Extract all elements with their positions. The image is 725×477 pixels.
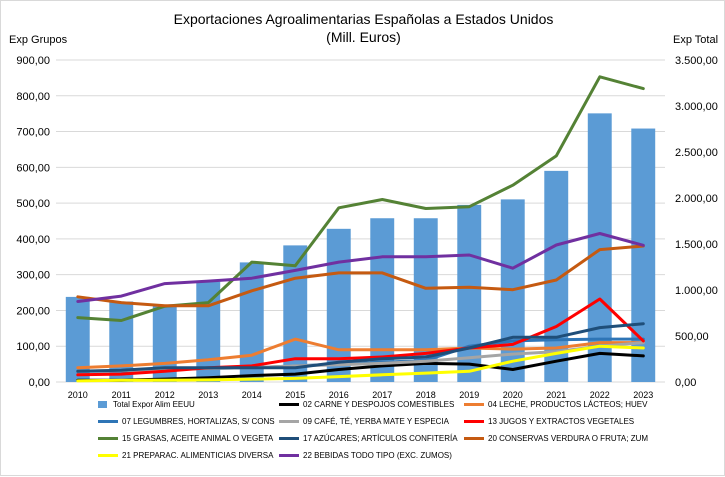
left-tick-label: 900,00 bbox=[16, 55, 50, 67]
legend-swatch-line bbox=[279, 419, 299, 423]
legend-label: 02 CARNE Y DESPOJOS COMESTIBLES bbox=[303, 399, 455, 409]
bar-total-2011 bbox=[109, 301, 134, 382]
legend-swatch-line bbox=[464, 402, 484, 406]
left-tick-label: 100,00 bbox=[16, 341, 50, 353]
legend-item: 20 CONSERVAS VERDURA O FRUTA; ZUM bbox=[464, 432, 648, 444]
left-axis-title: Exp Grupos bbox=[9, 34, 68, 46]
legend-label: 09 CAFÉ, TÉ, YERBA MATE Y ESPECIA bbox=[303, 416, 449, 426]
x-tick-label: 2019 bbox=[459, 390, 479, 400]
left-tick-label: 500,00 bbox=[16, 198, 50, 210]
legend-item: 09 CAFÉ, TÉ, YERBA MATE Y ESPECIA bbox=[279, 415, 449, 427]
legend-label: 22 BEBIDAS TODO TIPO (EXC. ZUMOS) bbox=[303, 450, 452, 460]
legend-label: Total Expor Alim EEUU bbox=[113, 399, 195, 409]
right-tick-label: 3.500,00 bbox=[675, 55, 718, 67]
legend-swatch-line bbox=[98, 436, 118, 440]
left-tick-label: 300,00 bbox=[16, 270, 50, 282]
x-tick-label: 2010 bbox=[68, 390, 88, 400]
legend-label: 15 GRASAS, ACEITE ANIMAL O VEGETA bbox=[122, 433, 274, 443]
right-tick-label: 3.000,00 bbox=[675, 101, 718, 113]
legend-item: 07 LEGUMBRES, HORTALIZAS, S/ CONS bbox=[98, 415, 275, 427]
legend-label: 20 CONSERVAS VERDURA O FRUTA; ZUM bbox=[488, 433, 649, 443]
x-tick-label: 2012 bbox=[155, 390, 175, 400]
legend-swatch-line bbox=[464, 419, 484, 423]
right-tick-label: 1.500,00 bbox=[675, 239, 718, 251]
left-tick-label: 600,00 bbox=[16, 162, 50, 174]
legend-label: 17 AZÚCARES; ARTÍCULOS CONFITERÍA bbox=[303, 433, 458, 443]
line-series-2 bbox=[76, 337, 645, 370]
x-tick-label: 2020 bbox=[503, 390, 523, 400]
bar-total-2017 bbox=[370, 218, 395, 382]
x-tick-label: 2014 bbox=[242, 390, 262, 400]
bar-total-2019 bbox=[457, 204, 482, 382]
right-tick-label: 2.500,00 bbox=[675, 147, 718, 159]
legend-item: 13 JUGOS Y EXTRACTOS VEGETALES bbox=[464, 415, 634, 427]
legend-swatch-line bbox=[279, 402, 299, 406]
line-series-9 bbox=[76, 344, 645, 383]
right-axis-title: Exp Total bbox=[673, 34, 719, 46]
right-tick-label: 500,00 bbox=[675, 331, 709, 343]
legend-item: 22 BEBIDAS TODO TIPO (EXC. ZUMOS) bbox=[279, 449, 452, 461]
legend-swatch-bar bbox=[98, 400, 107, 408]
left-tick-label: 700,00 bbox=[16, 127, 50, 139]
legend-swatch-line bbox=[98, 419, 118, 423]
legend-swatch-line bbox=[98, 453, 118, 457]
x-tick-label: 2015 bbox=[285, 390, 305, 400]
x-tick-label: 2011 bbox=[112, 390, 131, 400]
x-tick-label: 2023 bbox=[633, 390, 653, 400]
legend-label: 21 PREPARAC. ALIMENTICIAS DIVERSA bbox=[122, 450, 274, 460]
right-tick-label: 2.000,00 bbox=[675, 193, 718, 205]
bar-total-2022 bbox=[587, 113, 612, 383]
x-tick-label: 2021 bbox=[546, 390, 566, 400]
line-series-8 bbox=[76, 244, 645, 308]
legend-swatch-line bbox=[279, 453, 299, 457]
left-tick-label: 0,00 bbox=[29, 377, 50, 389]
line-series-10 bbox=[76, 232, 645, 303]
left-tick-label: 800,00 bbox=[16, 91, 50, 103]
bar-total-2018 bbox=[413, 218, 438, 382]
left-tick-label: 400,00 bbox=[16, 234, 50, 246]
legend-item: Total Expor Alim EEUU bbox=[98, 398, 195, 410]
x-tick-label: 2013 bbox=[198, 390, 218, 400]
legend-item: 04 LECHE, PRODUCTOS LÁCTEOS; HUEV bbox=[464, 398, 647, 410]
legend-swatch-line bbox=[464, 436, 484, 440]
x-tick-label: 2017 bbox=[372, 390, 392, 400]
right-tick-label: 0,00 bbox=[675, 377, 696, 389]
chart-subtitle: (Mill. Euros) bbox=[326, 29, 401, 45]
line-series-7 bbox=[76, 322, 645, 373]
legend-swatch-line bbox=[279, 436, 299, 440]
x-tick-label: 2016 bbox=[329, 390, 349, 400]
line-series-5 bbox=[76, 297, 645, 377]
legend-item: 21 PREPARAC. ALIMENTICIAS DIVERSA bbox=[98, 449, 273, 461]
left-tick-label: 200,00 bbox=[16, 305, 50, 317]
legend-item: 17 AZÚCARES; ARTÍCULOS CONFITERÍA bbox=[279, 432, 458, 444]
bar-total-2010 bbox=[65, 296, 90, 382]
chart-title: Exportaciones Agroalimentarias Españolas… bbox=[173, 11, 554, 27]
legend-item: 02 CARNE Y DESPOJOS COMESTIBLES bbox=[279, 398, 454, 410]
legend-item: 15 GRASAS, ACEITE ANIMAL O VEGETA bbox=[98, 432, 273, 444]
right-tick-label: 1.000,00 bbox=[675, 285, 718, 297]
legend-label: 13 JUGOS Y EXTRACTOS VEGETALES bbox=[488, 416, 635, 426]
legend-label: 04 LECHE, PRODUCTOS LÁCTEOS; HUEV bbox=[488, 399, 648, 409]
legend-label: 07 LEGUMBRES, HORTALIZAS, S/ CONS bbox=[122, 416, 275, 426]
x-tick-label: 2018 bbox=[416, 390, 436, 400]
x-tick-label: 2022 bbox=[590, 390, 610, 400]
bar-total-2016 bbox=[326, 228, 351, 382]
bar-total-2023 bbox=[631, 128, 656, 382]
